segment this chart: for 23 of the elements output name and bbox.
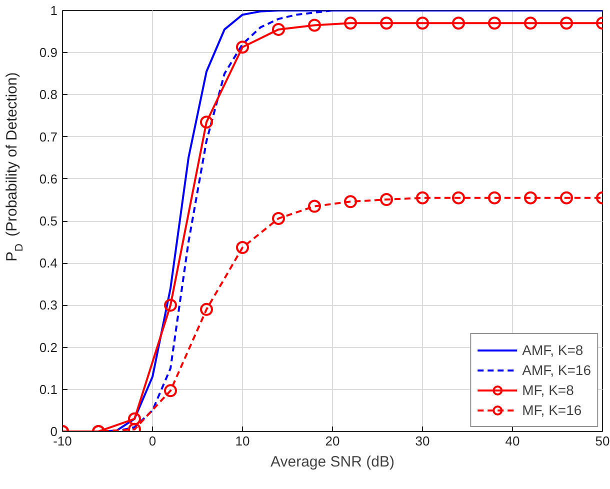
x-tick-label: 10 [235, 434, 250, 448]
x-axis-title: Average SNR (dB) [270, 454, 394, 470]
y-tick-label: 0.7 [39, 129, 58, 144]
x-tick-label: 0 [148, 434, 156, 448]
legend-label: AMF, K=16 [522, 361, 591, 379]
legend-label: MF, K=8 [522, 381, 574, 399]
y-tick-label: 1 [50, 3, 58, 18]
x-tick-label: 30 [415, 434, 430, 448]
legend-label: MF, K=16 [522, 401, 582, 419]
x-tick-label: 40 [505, 434, 520, 448]
y-tick-label: 0.6 [39, 171, 58, 186]
y-tick-label: 0.5 [39, 214, 58, 228]
y-tick-label: 0.4 [39, 256, 58, 271]
y-tick-label: 0.9 [39, 45, 58, 60]
y-tick-label: 0.3 [39, 298, 58, 313]
y-tick-label: 0.2 [39, 340, 58, 355]
y-tick-label: 0 [50, 424, 58, 439]
y-tick-label: 0.1 [39, 382, 58, 397]
x-tick-label: 20 [325, 434, 340, 448]
y-axis-title: PD (Probability of Detection) [4, 72, 26, 262]
y-tick-label: 0.8 [39, 87, 58, 102]
x-tick-label: 50 [595, 434, 610, 448]
legend-label: AMF, K=8 [522, 341, 584, 359]
